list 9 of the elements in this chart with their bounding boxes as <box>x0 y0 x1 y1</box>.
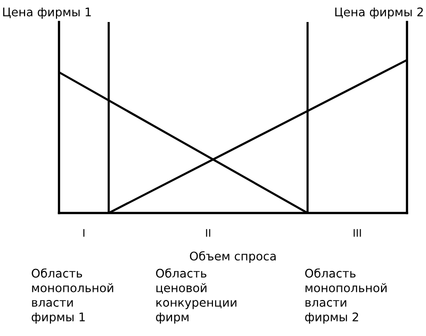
text: Область монопольной власти фирмы 1 <box>32 268 114 324</box>
text: II <box>206 229 210 237</box>
text: III <box>354 229 361 237</box>
text: Область монопольной власти фирмы 2 <box>305 268 387 324</box>
text: Область ценовой конкуренции фирм <box>156 268 236 324</box>
y2-axis-title: Цена фирмы 2 <box>335 7 423 19</box>
y-axis-title: Цена фирмы 1 <box>3 8 91 19</box>
x-axis-title: Объем спроса <box>190 251 276 263</box>
text: I <box>83 229 84 237</box>
